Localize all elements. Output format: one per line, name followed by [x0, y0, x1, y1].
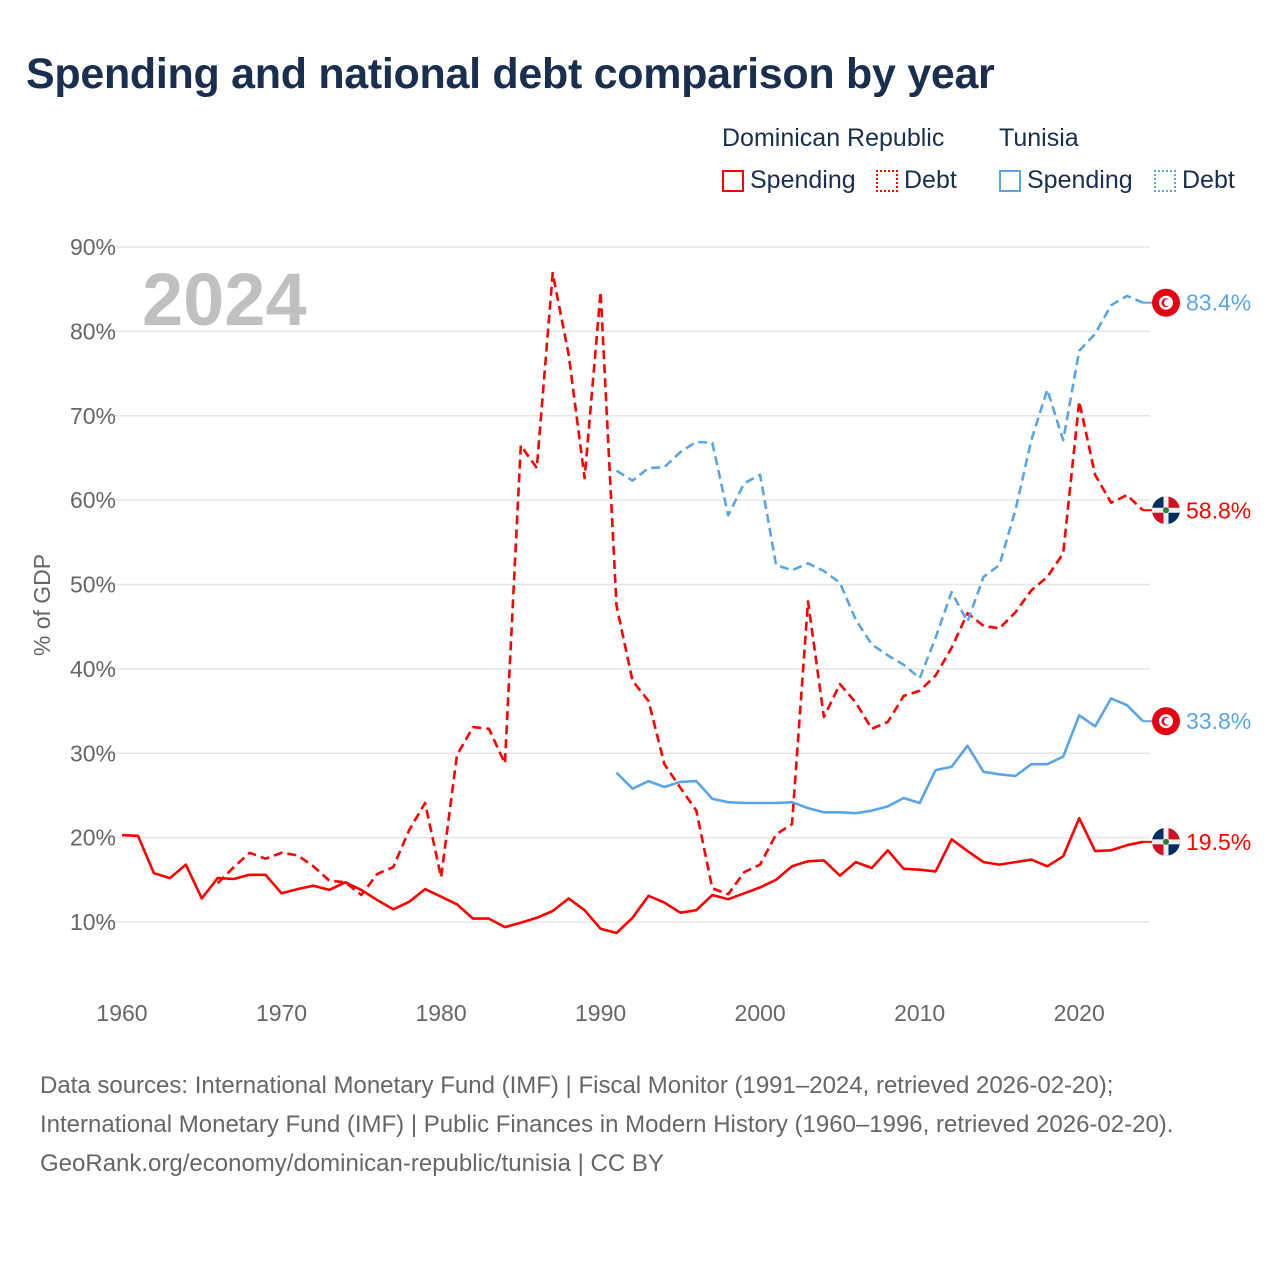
- legend-label: Debt: [1182, 166, 1235, 194]
- y-tick-label: 80%: [70, 318, 116, 344]
- dominican-republic-flag-icon: [1152, 827, 1180, 856]
- chart-area: 10% 20% 30% 40% 50% 60% 70% 80% 90% 1960 1970 1980 1…: [29, 234, 1251, 1026]
- legend-group-tunisia: Tunisia: [999, 124, 1079, 152]
- x-tick-label: 2000: [735, 1000, 786, 1026]
- legend-group-dominican-republic: Dominican Republic: [722, 124, 945, 152]
- y-tick-label: 50%: [70, 572, 116, 598]
- flag-emblem: [1163, 838, 1169, 845]
- end-value-label: 19.5%: [1186, 829, 1251, 855]
- series-line-tunisia-spending: [615, 697, 1144, 815]
- legend-label: Spending: [750, 166, 856, 194]
- x-tick-label: 2010: [894, 1000, 945, 1026]
- series-line-tunisia-debt: [615, 294, 1144, 680]
- legend-label: Spending: [1027, 166, 1133, 194]
- y-axis-label: % of GDP: [29, 554, 55, 656]
- legend-item-dr-debt[interactable]: Debt: [876, 166, 957, 195]
- flag-crescent-cut: [1164, 717, 1172, 725]
- x-tick-label: 1970: [256, 1000, 307, 1026]
- legend-swatch-dotted-icon: [1154, 169, 1176, 192]
- y-tick-label: 70%: [70, 403, 116, 429]
- flag-crescent-cut: [1164, 299, 1172, 307]
- data-sources: Data sources: International Monetary Fun…: [40, 1072, 1174, 1138]
- legend-item-tunisia-spending[interactable]: Spending: [999, 166, 1133, 195]
- year-label: 2024: [142, 258, 307, 341]
- legend-swatch-dotted-icon: [876, 169, 898, 192]
- x-tick-label: 1960: [96, 1000, 147, 1026]
- x-tick-label: 1980: [415, 1000, 466, 1026]
- footer: Data sources: International Monetary Fun…: [40, 1066, 1240, 1183]
- y-tick-label: 30%: [70, 740, 116, 766]
- y-tick-label: 10%: [70, 909, 116, 935]
- y-tick-label: 40%: [70, 656, 116, 682]
- tunisia-flag-icon: [1152, 707, 1180, 736]
- end-value-label: 33.8%: [1186, 708, 1251, 734]
- legend-item-tunisia-debt[interactable]: Debt: [1154, 166, 1235, 195]
- dominican-republic-flag-icon: [1152, 496, 1180, 525]
- y-tick-label: 60%: [70, 487, 116, 513]
- series-line-dominican-republic-spending: [121, 816, 1144, 935]
- legend-item-dr-spending[interactable]: Spending: [722, 166, 856, 195]
- x-tick-label: 1990: [575, 1000, 626, 1026]
- series-line-dominican-republic-debt: [216, 271, 1144, 897]
- flag-emblem: [1163, 507, 1169, 514]
- x-tick-label: 2020: [1054, 1000, 1105, 1026]
- y-tick-label: 90%: [70, 234, 116, 260]
- legend-label: Debt: [904, 166, 957, 194]
- legend-swatch-solid-icon: [722, 169, 744, 192]
- flag-body: [1152, 496, 1180, 525]
- source-link[interactable]: GeoRank.org/economy/dominican-republic/t…: [40, 1150, 664, 1177]
- tunisia-flag-icon: [1152, 288, 1180, 317]
- end-value-label: 83.4%: [1186, 290, 1251, 316]
- flag-body: [1152, 827, 1180, 856]
- end-value-label: 58.8%: [1186, 497, 1251, 523]
- legend-swatch-solid-icon: [999, 169, 1021, 192]
- chart-title: Spending and national debt comparison by…: [26, 50, 995, 98]
- y-tick-label: 20%: [70, 825, 116, 851]
